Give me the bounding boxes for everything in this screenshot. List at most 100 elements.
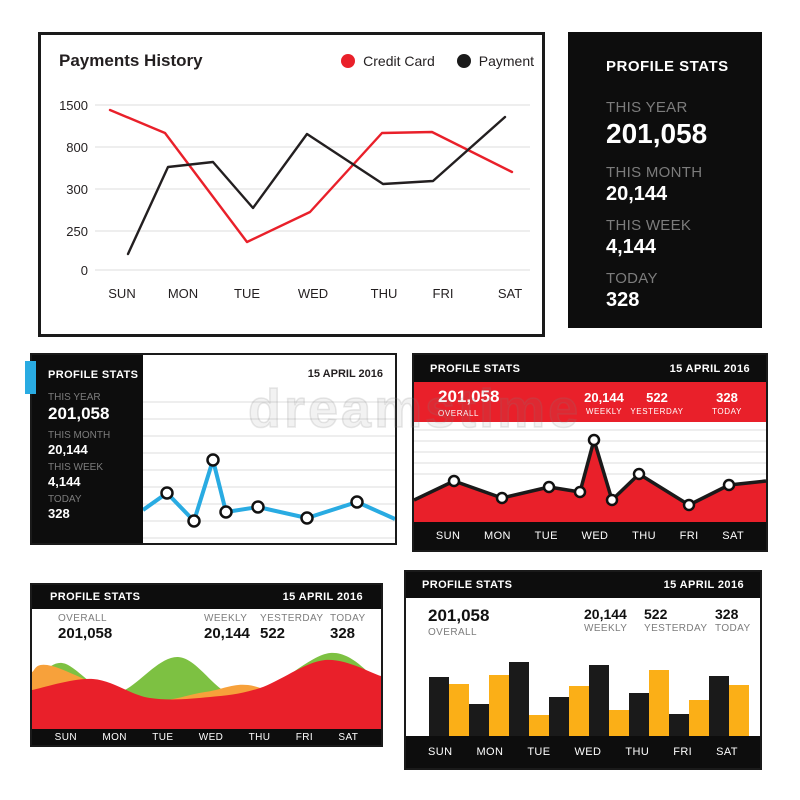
stat-group-today: 328 TODAY <box>715 606 751 634</box>
stats-row: OVERALL 201,058 WEEKLY 20,144 YESTERDAY … <box>32 609 381 651</box>
stat-label-yesterday: YESTERDAY <box>630 407 684 416</box>
stat-value-weekly: 20,144 <box>584 606 627 622</box>
svg-text:SAT: SAT <box>498 286 522 301</box>
date-label: 15 APRIL 2016 <box>282 591 363 603</box>
svg-text:800: 800 <box>66 140 88 155</box>
stat-label-today: TODAY <box>715 623 751 634</box>
stat-group-yesterday: YESTERDAY 522 <box>260 613 323 642</box>
stat-label-this-month: THIS MONTH <box>606 164 703 181</box>
svg-text:1500: 1500 <box>59 98 88 113</box>
stat-value-this-week: 4,144 <box>606 236 657 258</box>
stat-value-overall: 201,058 <box>438 387 500 406</box>
blue-sparkline-chart <box>143 401 395 539</box>
weekly-waves-panel: PROFILE STATS 15 APRIL 2016 OVERALL 201,… <box>30 583 383 747</box>
layered-waves-chart <box>32 652 381 729</box>
stat-group-yesterday: 522 YESTERDAY <box>622 390 692 416</box>
chart-legend: Credit Card Payment <box>341 53 534 69</box>
stat-label-today: TODAY <box>330 613 366 624</box>
legend-label-payment: Payment <box>478 53 534 69</box>
red-area-chart <box>414 429 766 522</box>
day-axis: SUN MON TUE WED THU FRI SAT <box>32 729 381 745</box>
stat-value-overall: 201,058 <box>58 625 113 642</box>
stat-group-overall: OVERALL 201,058 <box>58 613 112 642</box>
svg-text:0: 0 <box>81 263 88 278</box>
day-label: SAT <box>338 731 359 743</box>
stat-label-overall: OVERALL <box>428 627 477 638</box>
panel-header: PROFILE STATS 15 APRIL 2016 <box>406 572 760 598</box>
day-label: THU <box>632 530 656 542</box>
stat-value-this-year: 201,058 <box>48 404 110 423</box>
stat-label-overall: OVERALL <box>58 613 107 624</box>
stat-value-yesterday: 522 <box>644 606 668 622</box>
stat-label-weekly: WEEKLY <box>584 623 628 634</box>
waves-chart-area <box>32 651 381 729</box>
profile-stats-title: PROFILE STATS <box>606 58 729 75</box>
payments-history-title: Payments History <box>59 51 203 70</box>
date-label: 15 APRIL 2016 <box>307 368 383 380</box>
panel-header: PROFILE STATS 15 APRIL 2016 <box>414 355 766 382</box>
blue-accent-tab <box>25 361 36 394</box>
sparkline-sidebar: PROFILE STATS THIS YEAR 201,058 THIS MON… <box>25 355 143 543</box>
day-label: SUN <box>435 530 461 542</box>
stat-group-today: TODAY 328 <box>330 613 366 642</box>
credit-card-dot-icon <box>341 54 356 68</box>
day-label: FRI <box>679 530 699 542</box>
bars-chart-area <box>406 644 760 736</box>
day-label: THU <box>248 731 271 743</box>
stat-value-overall: 201,058 <box>428 606 490 625</box>
stat-value-this-month: 20,144 <box>606 183 668 205</box>
day-label: THU <box>625 746 650 758</box>
sidebar-title: PROFILE STATS <box>48 369 139 381</box>
legend-item-payment: Payment <box>456 53 534 69</box>
stat-label-yesterday: YESTERDAY <box>260 613 324 624</box>
stat-value-today: 328 <box>715 606 739 622</box>
day-label: MON <box>484 530 511 542</box>
day-label: FRI <box>295 731 314 743</box>
stat-label-yesterday: YESTERDAY <box>644 623 708 634</box>
sparkline-chart-area: 15 APRIL 2016 <box>143 355 395 543</box>
stat-label-today: TODAY <box>48 494 82 505</box>
stat-label-today: TODAY <box>606 270 658 287</box>
profile-stats-panel: PROFILE STATS THIS YEAR 201,058 THIS MON… <box>568 32 762 328</box>
stat-group-weekly: WEEKLY 20,144 <box>204 613 250 642</box>
day-axis: SUN MON TUE WED THU FRI SAT <box>414 522 766 550</box>
daily-sparkline-panel: PROFILE STATS THIS YEAR 201,058 THIS MON… <box>25 353 397 545</box>
day-label: TUE <box>152 731 174 743</box>
stat-value-today: 328 <box>606 289 640 311</box>
red-stats-bar: 201,058 OVERALL 20,144 WEEKLY 522 YESTER… <box>414 382 766 422</box>
payment-dot-icon <box>456 54 471 68</box>
weekly-bars-panel: PROFILE STATS 15 APRIL 2016 201,058 OVER… <box>404 570 762 770</box>
stat-label-this-year: THIS YEAR <box>48 392 101 403</box>
panel-header: PROFILE STATS 15 APRIL 2016 <box>32 585 381 609</box>
stat-label-this-week: THIS WEEK <box>48 462 104 473</box>
stat-value-today: 328 <box>716 390 738 405</box>
stat-group-weekly: 20,144 WEEKLY <box>584 606 627 634</box>
day-label: WED <box>198 731 224 743</box>
payments-line-chart: 1500 800 300 250 0 SUN MON TUE WED THU FRI SAT <box>59 98 530 301</box>
panel-header-title: PROFILE STATS <box>422 579 513 591</box>
stat-group-today: 328 TODAY <box>692 390 762 416</box>
day-label: SAT <box>716 746 738 758</box>
stat-group-weekly: 20,144 WEEKLY <box>569 390 639 416</box>
legend-label-credit-card: Credit Card <box>363 53 435 69</box>
day-label: TUE <box>534 530 558 542</box>
day-axis: SUN MON TUE WED THU FRI SAT <box>406 736 760 768</box>
payments-history-panel: Payments History Credit Card Payment 150… <box>38 32 545 337</box>
day-label: MON <box>102 731 127 743</box>
stat-label-this-year: THIS YEAR <box>606 99 688 116</box>
legend-item-credit-card: Credit Card <box>341 53 435 69</box>
stat-value-this-week: 4,144 <box>48 474 81 489</box>
stat-value-this-month: 20,144 <box>48 442 88 457</box>
svg-text:300: 300 <box>66 182 88 197</box>
stat-value-weekly: 20,144 <box>204 625 250 642</box>
stat-label-overall: OVERALL <box>438 409 480 418</box>
stat-label-this-week: THIS WEEK <box>606 217 692 234</box>
stat-group-overall: 201,058 OVERALL <box>438 387 499 418</box>
bars-chart <box>429 662 749 736</box>
stat-group-overall: 201,058 OVERALL <box>428 606 489 638</box>
svg-text:250: 250 <box>66 224 88 239</box>
stats-row: 201,058 OVERALL 20,144 WEEKLY 522 YESTER… <box>406 598 760 644</box>
stat-value-yesterday: 522 <box>646 390 668 405</box>
svg-text:THU: THU <box>371 286 398 301</box>
